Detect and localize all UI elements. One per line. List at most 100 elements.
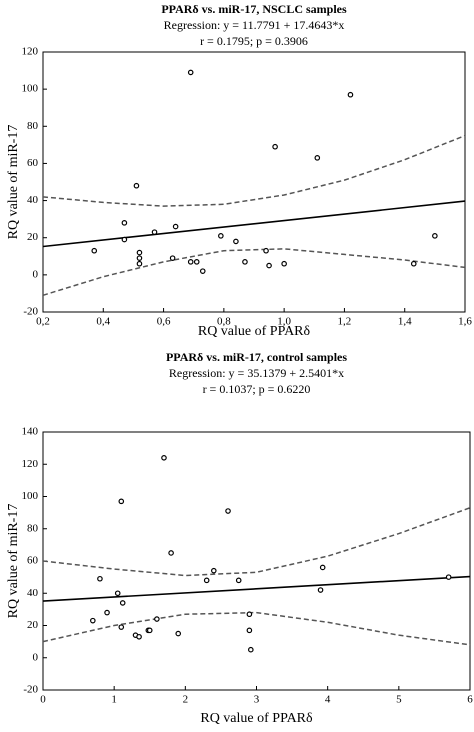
x-tick-label: 1,6 [458,316,472,328]
data-point [172,223,179,230]
data-point [317,587,324,593]
data-point [233,238,239,245]
y-axis-label: RQ value of miR-17 [6,125,21,240]
y-tick-label: 0 [33,268,39,280]
x-tick-label: 0,2 [36,316,50,328]
y-tick-label: 20 [27,619,39,631]
data-point [211,567,217,574]
data-point [161,454,167,461]
chart-subtitle: r = 0.1795; p = 0.3906 [200,34,308,48]
x-tick-label: 2 [183,694,189,706]
y-tick-label: -20 [23,684,38,696]
data-point [118,624,125,630]
data-point [410,260,417,267]
x-tick-label: 3 [254,694,260,706]
data-point [154,616,160,622]
data-point [193,259,200,265]
chart-subtitle: Regression: y = 11.7791 + 17.4643*x [164,18,345,32]
y-tick-label: 100 [22,490,39,502]
data-point [104,609,110,616]
data-point [225,508,231,514]
data-point [146,627,153,634]
plot-frame [42,51,466,313]
data-point [266,262,272,269]
x-tick-label: 1,2 [338,316,352,328]
x-axis-label: RQ value of PPARδ [200,711,313,726]
data-point [235,577,242,584]
chart-subtitle: r = 0.1037; p = 0.6220 [203,382,311,396]
data-point [121,220,128,226]
y-tick-label: 40 [27,587,39,599]
data-point [246,627,253,634]
data-point [432,233,438,239]
data-point [136,633,142,640]
x-tick-label: 1,4 [398,316,412,328]
y-tick-label: 80 [27,522,39,534]
data-point [175,630,182,637]
data-point [187,259,194,265]
x-tick-label: 4 [325,694,331,706]
data-point [136,249,143,256]
x-tick-label: 5 [396,694,402,706]
data-point [187,69,194,76]
x-tick-label: 0,4 [96,316,110,328]
y-tick-label: 0 [33,651,39,663]
regression-line [42,200,466,248]
data-point [136,260,143,267]
plot-frame [42,431,471,691]
y-tick-label: 120 [22,46,39,58]
data-point [169,255,176,261]
y-tick-label: -20 [23,306,38,318]
x-tick-label: 0 [40,694,46,706]
regression-line [42,575,471,602]
x-tick-label: 6 [467,694,473,706]
x-tick-label: 0,8 [217,316,231,328]
data-point [314,155,321,161]
x-tick-label: 1,0 [277,316,291,328]
data-point [281,260,287,267]
data-point [97,575,103,582]
data-point [91,247,98,254]
data-point [263,247,269,254]
y-tick-label: 140 [22,426,39,438]
chart-title: PPARδ vs. miR-17, NSCLC samples [161,2,347,16]
data-point [248,646,254,653]
confidence-band-lower [42,248,466,297]
y-tick-label: 60 [27,555,39,567]
chart-subtitle: Regression: y = 35.1379 + 2.5401*x [169,366,344,380]
data-point [133,182,140,189]
y-tick-label: 120 [22,458,39,470]
data-point [272,143,278,150]
data-point [218,233,224,239]
y-tick-label: 60 [27,157,39,169]
confidence-band-upper [42,134,466,207]
y-tick-label: 20 [27,231,39,243]
data-point [121,236,128,243]
confidence-band-lower [42,611,471,646]
data-point [242,259,248,265]
x-tick-label: 0,6 [157,316,171,328]
data-point [118,498,125,505]
x-axis-label: RQ value of PPARδ [198,324,311,339]
chart-title: PPARδ vs. miR-17, control samples [166,350,347,364]
data-point [347,91,354,98]
y-tick-label: 100 [22,83,39,95]
data-point [168,550,174,556]
data-point [119,600,126,606]
data-point [246,611,253,618]
y-tick-label: 80 [27,120,39,132]
confidence-band-upper [42,507,471,577]
data-point [136,255,143,261]
data-point [199,268,206,274]
x-tick-label: 1 [111,694,117,706]
data-point [203,577,210,584]
data-point [445,574,452,580]
data-point [319,564,326,571]
y-axis-label: RQ value of miR-17 [6,504,21,619]
data-point [151,229,158,235]
data-point [114,590,121,597]
y-tick-label: 40 [27,194,39,206]
data-point [90,617,96,624]
